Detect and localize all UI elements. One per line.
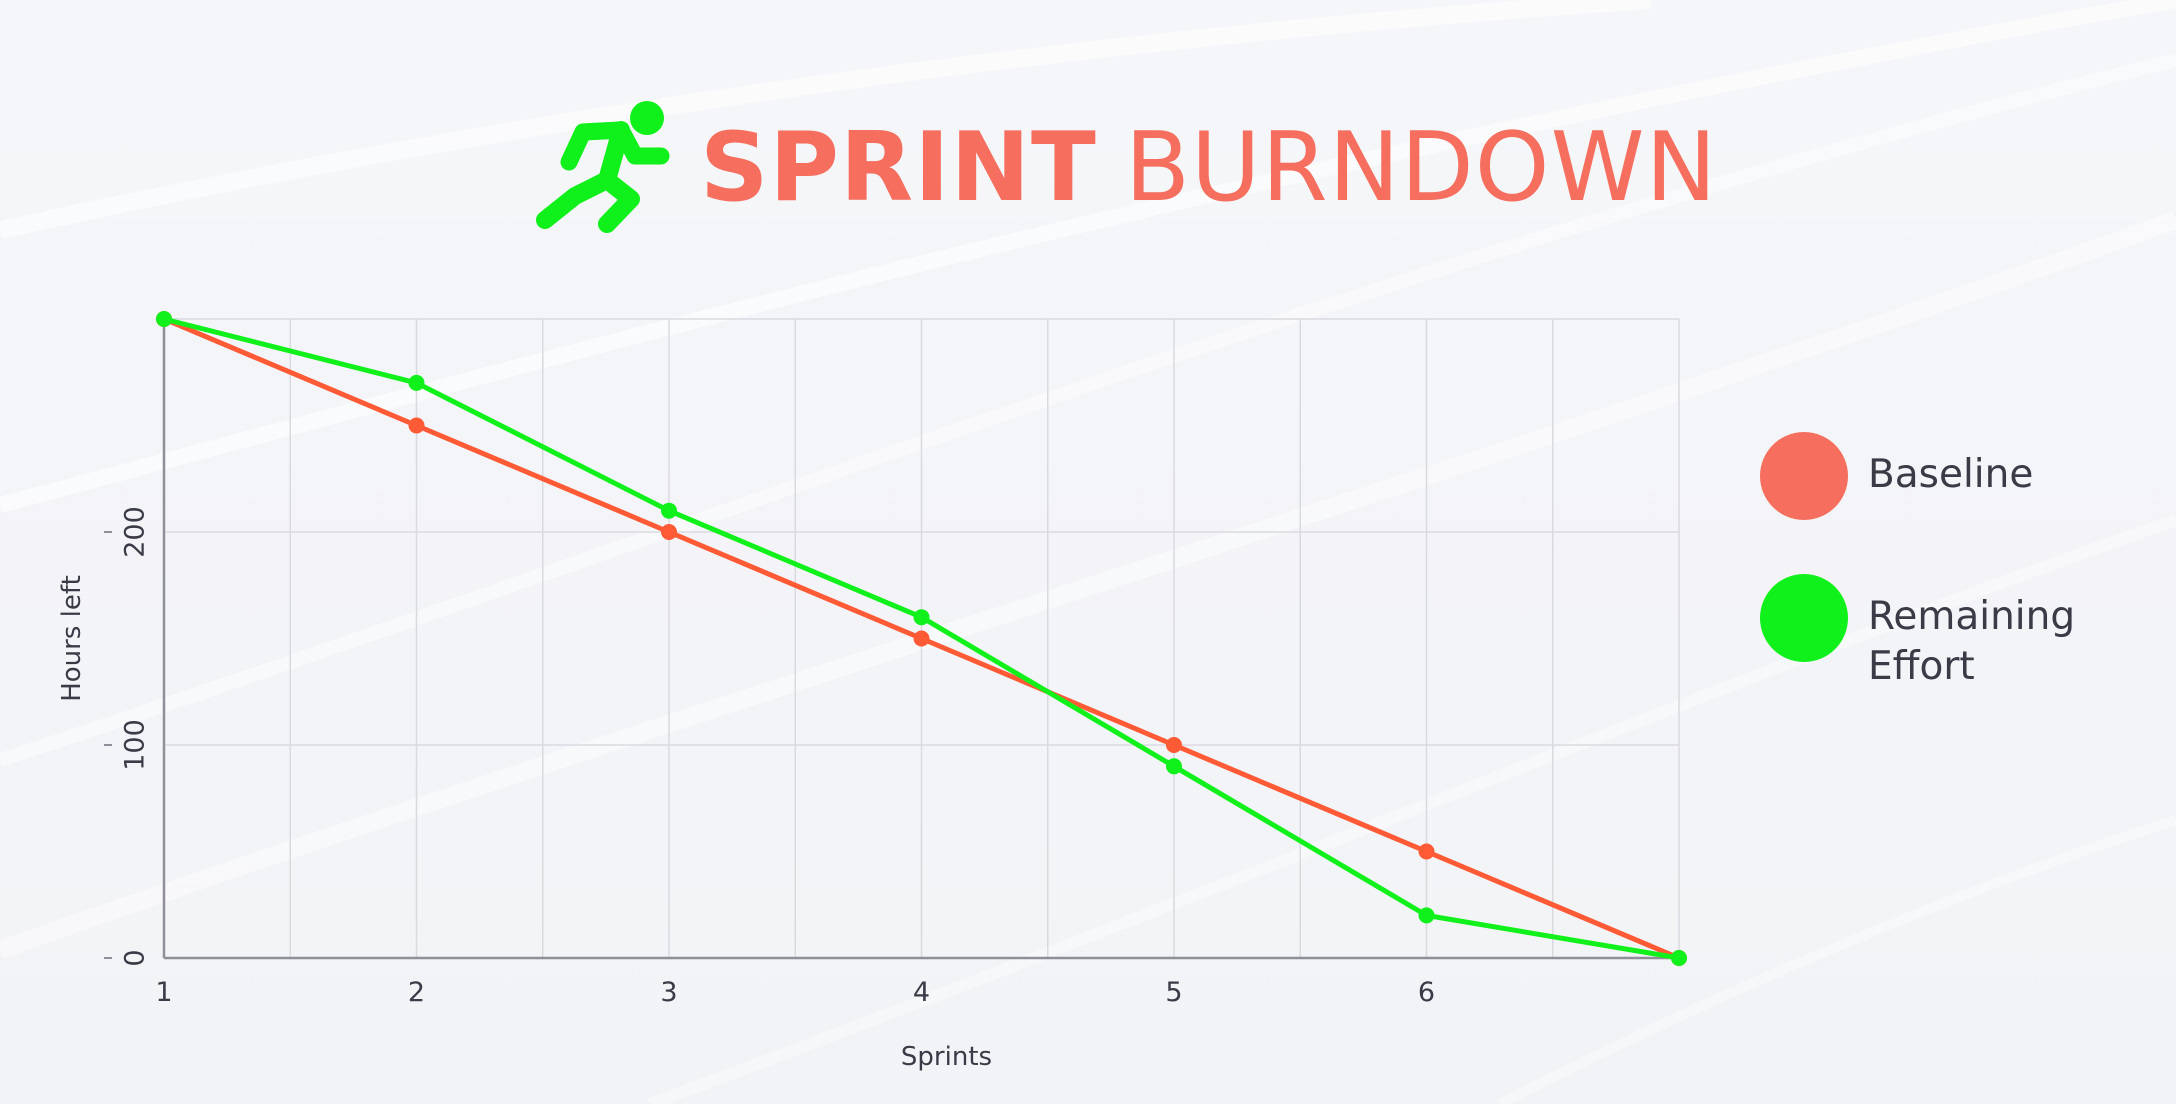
title-bold-text: SPRINT xyxy=(700,112,1097,223)
baseline-point xyxy=(408,417,425,434)
baseline-point xyxy=(661,524,677,540)
remaining-effort-point xyxy=(661,502,677,519)
x-tick-label: 3 xyxy=(660,977,677,1008)
y-tick-label: 100 xyxy=(120,719,151,771)
x-tick-label: 5 xyxy=(1165,977,1182,1008)
legend-item-remaining-effort: Remaining Effort xyxy=(1760,574,2098,692)
baseline-point xyxy=(913,630,930,647)
remaining-effort-point xyxy=(913,609,930,626)
legend-item-baseline: Baseline xyxy=(1760,432,2098,520)
title-light-text: BURNDOWN xyxy=(1124,112,1718,223)
remaining-effort-point xyxy=(408,374,425,391)
baseline-point xyxy=(1418,843,1435,860)
y-tick-label: 0 xyxy=(120,949,151,966)
remaining-effort-point xyxy=(156,311,172,327)
legend-label-remaining-effort: Remaining Effort xyxy=(1868,594,2076,689)
remaining-effort-point xyxy=(1418,907,1435,924)
remaining-effort-swatch xyxy=(1760,574,1848,662)
x-tick-label: 6 xyxy=(1418,977,1435,1008)
runner-icon xyxy=(536,101,670,233)
chart-title: SPRINT BURNDOWN xyxy=(535,98,1718,238)
x-tick-label: 4 xyxy=(913,977,930,1008)
baseline-swatch xyxy=(1760,432,1848,520)
remaining-effort-point xyxy=(1166,758,1182,775)
baseline-point xyxy=(1166,737,1182,753)
legend-label-baseline: Baseline xyxy=(1868,452,2034,497)
y-axis-title: Hours left xyxy=(57,575,87,702)
chart-legend: Baseline Remaining Effort xyxy=(1760,432,2098,746)
x-tick-label: 2 xyxy=(408,977,425,1008)
x-tick-label: 1 xyxy=(155,977,172,1008)
x-axis-title: Sprints xyxy=(901,1042,992,1072)
remaining-effort-point xyxy=(1671,950,1687,966)
y-tick-label: 200 xyxy=(120,506,151,558)
